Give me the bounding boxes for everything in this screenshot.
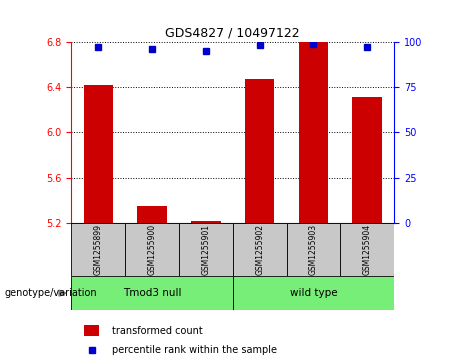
Bar [179, 223, 233, 276]
Text: GSM1255901: GSM1255901 [201, 224, 210, 275]
Bar [137, 206, 167, 223]
Text: GSM1255903: GSM1255903 [309, 224, 318, 275]
Bar [233, 223, 287, 276]
Text: GSM1255904: GSM1255904 [363, 224, 372, 275]
Text: Tmod3 null: Tmod3 null [123, 288, 181, 298]
Text: GSM1255902: GSM1255902 [255, 224, 264, 275]
Bar [299, 42, 328, 223]
Bar [353, 97, 382, 223]
Bar [245, 79, 274, 223]
Bar [125, 223, 179, 276]
Bar [233, 276, 394, 310]
Text: percentile rank within the sample: percentile rank within the sample [112, 345, 277, 355]
Bar [191, 221, 221, 223]
Text: wild type: wild type [290, 288, 337, 298]
Text: genotype/variation: genotype/variation [5, 288, 97, 298]
Text: GSM1255900: GSM1255900 [148, 224, 157, 275]
Bar [287, 223, 340, 276]
Text: transformed count: transformed count [112, 326, 202, 335]
Bar [340, 223, 394, 276]
Bar [83, 85, 113, 223]
Bar [71, 223, 125, 276]
Title: GDS4827 / 10497122: GDS4827 / 10497122 [165, 26, 300, 39]
Bar [71, 276, 233, 310]
Bar [84, 325, 99, 337]
Text: GSM1255899: GSM1255899 [94, 224, 103, 275]
